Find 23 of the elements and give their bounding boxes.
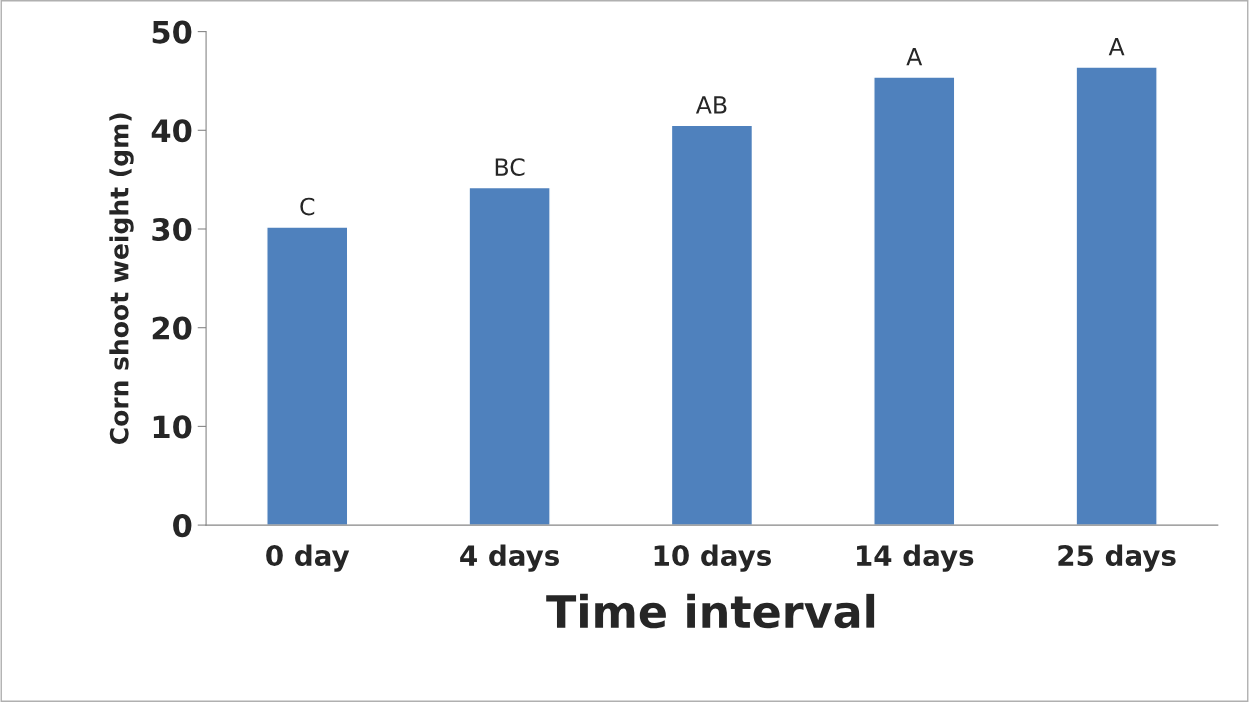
y-axis-title: Corn shoot weight (gm) [109, 113, 134, 444]
bar [670, 124, 754, 526]
bar [468, 186, 551, 526]
annotation: BC [495, 158, 525, 177]
x-tick-label: 0 day [266, 544, 350, 572]
bar [1075, 66, 1158, 526]
x-tick-label: 10 days [654, 544, 771, 572]
y-tick-label: 40 [151, 119, 192, 143]
y-tick-label: 0 [173, 514, 192, 538]
x-tick-label: 4 days [460, 544, 559, 572]
annotation: AB [695, 96, 727, 114]
x-axis-title: Time interval [546, 593, 875, 629]
y-tick-label: 20 [152, 316, 192, 340]
annotation: A [906, 47, 923, 66]
bar [266, 226, 349, 526]
bar [873, 76, 956, 526]
y-tick-label: 30 [152, 217, 192, 242]
y-tick-label: 50 [152, 20, 192, 44]
annotation: A [1108, 38, 1125, 56]
x-tick-label: 25 days [1058, 544, 1176, 572]
annotation: C [300, 197, 315, 216]
y-tick-label: 10 [153, 415, 192, 439]
x-tick-label: 14 days [857, 544, 974, 572]
